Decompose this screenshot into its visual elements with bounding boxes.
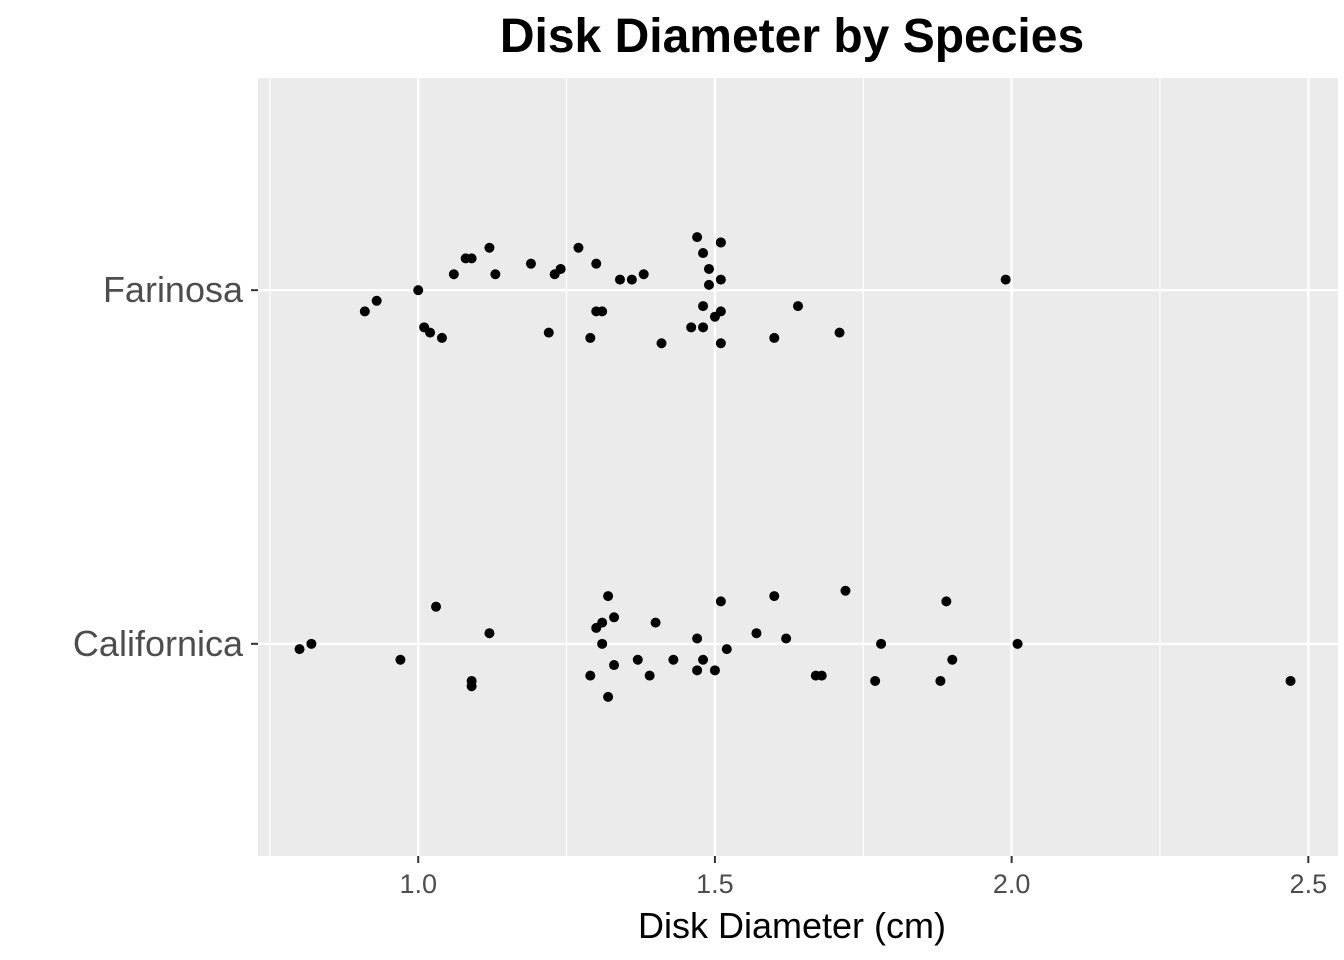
data-point (632, 654, 643, 665)
data-point (715, 338, 726, 349)
y-category-label: Farinosa (103, 269, 244, 310)
y-category-label: Californica (73, 623, 244, 664)
minor-gridlines (269, 78, 1161, 856)
data-point (686, 322, 697, 333)
data-point (668, 654, 679, 665)
data-point (431, 601, 442, 612)
data-point (603, 691, 614, 702)
data-point (870, 675, 881, 686)
data-point (525, 258, 536, 269)
data-point (490, 269, 501, 280)
data-point (466, 253, 477, 264)
data-point (721, 644, 732, 655)
data-point (413, 285, 424, 296)
data-point (543, 327, 554, 338)
data-point (698, 301, 709, 312)
data-point (609, 660, 620, 671)
data-point (359, 306, 370, 317)
data-point (698, 322, 709, 333)
y-axis: Californica Farinosa (73, 269, 258, 664)
data-point (876, 638, 887, 649)
chart-title: Disk Diameter by Species (500, 10, 1084, 63)
data-point (644, 670, 655, 681)
x-tick-label: 2.0 (993, 869, 1031, 899)
data-point (626, 274, 637, 285)
data-point (947, 654, 958, 665)
data-point (935, 675, 946, 686)
data-point (692, 633, 703, 644)
data-point (769, 591, 780, 602)
data-point (597, 306, 608, 317)
data-point (793, 301, 803, 312)
data-point (692, 232, 703, 243)
data-point (816, 670, 827, 681)
data-point (609, 612, 620, 623)
data-point (585, 332, 596, 343)
data-point (371, 295, 382, 306)
data-point (781, 633, 792, 644)
data-point (703, 279, 714, 290)
data-point (834, 327, 845, 338)
data-point (715, 306, 726, 317)
data-point (638, 269, 649, 280)
data-point (585, 670, 596, 681)
data-point (597, 617, 608, 628)
data-point (573, 242, 584, 253)
data-point (425, 327, 436, 338)
data-point (709, 665, 720, 676)
data-point (715, 596, 726, 607)
data-point (294, 644, 305, 655)
data-point (751, 628, 762, 639)
data-point (1000, 274, 1011, 285)
data-points (294, 232, 1296, 702)
data-point (1285, 675, 1296, 686)
data-point (448, 269, 459, 280)
data-point (698, 248, 709, 259)
data-point (698, 654, 709, 665)
data-point (395, 654, 406, 665)
data-point (306, 638, 317, 649)
data-point (840, 585, 851, 596)
x-tick-label: 1.0 (399, 869, 437, 899)
data-point (466, 675, 477, 686)
data-point (436, 332, 447, 343)
data-point (591, 258, 602, 269)
x-axis: 1.0 1.5 2.0 2.5 (399, 856, 1327, 899)
data-point (715, 274, 726, 285)
data-point (614, 274, 625, 285)
data-point (1012, 638, 1023, 649)
data-point (941, 596, 952, 607)
data-point (692, 665, 703, 676)
data-point (703, 263, 714, 274)
data-point (484, 628, 495, 639)
x-tick-label: 2.5 (1290, 869, 1328, 899)
data-point (650, 617, 661, 628)
data-point (715, 237, 726, 248)
major-gridlines (258, 78, 1338, 856)
data-point (597, 638, 608, 649)
data-point (484, 242, 495, 253)
x-axis-title: Disk Diameter (cm) (638, 905, 946, 946)
data-point (769, 332, 780, 343)
x-tick-label: 1.5 (696, 869, 734, 899)
data-point (603, 591, 614, 602)
plot-panel (258, 78, 1338, 856)
data-point (555, 263, 566, 274)
data-point (656, 338, 667, 349)
